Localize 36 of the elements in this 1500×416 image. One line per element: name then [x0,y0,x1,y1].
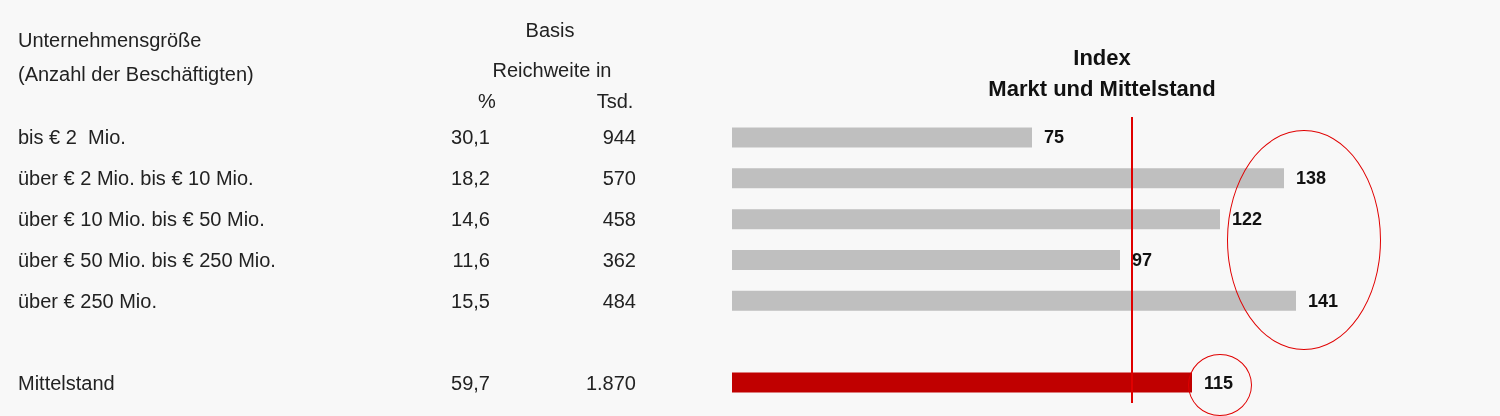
text: 944 [602,126,636,149]
data-label: 75 [1044,127,1065,148]
data-label: 97 [1132,250,1153,270]
text: 1.870 [585,371,636,394]
data-label: 115 [1204,372,1234,393]
data-label: 122 [1232,209,1263,230]
text: % [478,90,497,112]
y-tick-label: über € 250 Mio. [18,289,157,312]
text: Tsd. [596,90,634,112]
y-tick-label: über € 10 Mio. bis € 50 Mio. [18,208,265,231]
data-label: 138 [1296,168,1327,189]
data-label: 141 [1308,290,1339,311]
y-tick-label: über € 50 Mio. bis € 250 Mio. [18,249,276,271]
bar [732,372,1192,393]
bar [732,168,1284,189]
chart-title: Index Markt und Mittelstand [988,44,1216,101]
text: Reichweite in [492,59,612,81]
text: 15,5 [451,289,490,312]
text: 458 [602,208,636,231]
bar [732,209,1220,230]
text: 14,6 [451,208,490,231]
text: 362 [602,249,636,271]
text: 11,6 [452,249,490,271]
bar [732,250,1120,270]
text: 59,7 [451,371,490,394]
y-tick-label: bis € 2 Mio. [18,126,126,149]
text: 30,1 [451,126,490,149]
text: 570 [602,167,636,190]
text: 484 [602,289,636,312]
bar [732,127,1032,148]
y-tick-label: Mittelstand [18,371,115,394]
text: Basis [525,19,575,41]
y-axis-title: Unternehmensgröße (Anzahl der Beschäftigten) [18,29,254,85]
text: 18,2 [451,167,490,190]
bar [732,290,1296,311]
y-tick-label: über € 2 Mio. bis € 10 Mio. [18,167,254,190]
